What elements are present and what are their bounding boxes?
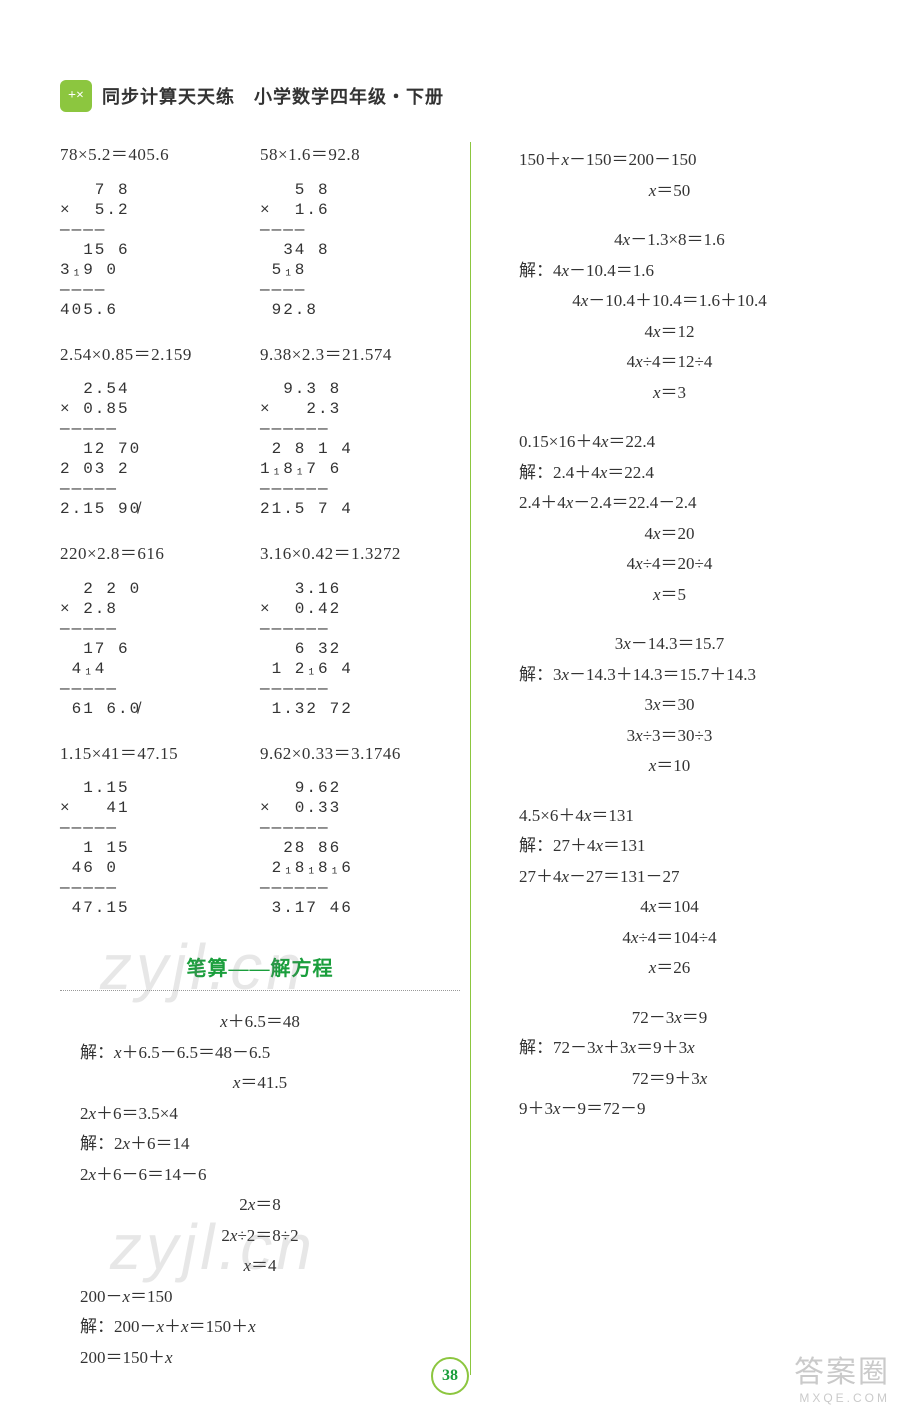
equation-step: 4.5×6＋4x＝131 xyxy=(519,803,840,829)
spacer xyxy=(499,208,840,222)
vertical-arithmetic: 9.3 8 × 2.3 ―――――― 2 8 1 4 1₁8₁7 6 ―――――… xyxy=(260,379,440,519)
vertical-arithmetic: 2.54 × 0.85 ――――― 12 70 2 03 2 ――――― 2.1… xyxy=(60,379,240,519)
header-icon-text: +× xyxy=(68,88,84,104)
equation-step: x＝5 xyxy=(499,582,840,608)
corner-big: 答案圈 xyxy=(794,1347,890,1391)
vertical-arithmetic: 9.62 × 0.33 ―――――― 28 86 2₁8₁8₁6 ―――――― … xyxy=(260,778,440,918)
equation-step: 2.4＋4x－2.4＝22.4－2.4 xyxy=(519,490,840,516)
equation-step: 解：72－3x＋3x＝9＋3x xyxy=(519,1035,840,1061)
calc-pair-eq-row: 220×2.8＝616 3.16×0.42＝1.3272 xyxy=(60,541,460,571)
equation-step: 4x－10.4＋10.4＝1.6＋10.4 xyxy=(499,288,840,314)
equation-heading: 78×5.2＝405.6 xyxy=(60,142,240,168)
equation-step: 3x＝30 xyxy=(499,692,840,718)
equation-step: 0.15×16＋4x＝22.4 xyxy=(519,429,840,455)
equation-step: x＋6.5＝48 xyxy=(60,1009,460,1035)
equation-step: 150＋x－150＝200－150 xyxy=(519,147,840,173)
calc-pair-vert-row: 7 8 × 5.2 ―――― 15 6 3₁9 0 ―――― 405.6 5 8… xyxy=(60,180,460,334)
vertical-arithmetic: 1.15 × 41 ――――― 1 15 46 0 ――――― 47.15 xyxy=(60,778,240,918)
equation-step: 4x÷4＝12÷4 xyxy=(499,349,840,375)
equation-step: 2x＝8 xyxy=(60,1192,460,1218)
equation-heading: 3.16×0.42＝1.3272 xyxy=(260,541,440,567)
equation-step: 解：200－x＋x＝150＋x xyxy=(80,1314,460,1340)
equation-heading: 220×2.8＝616 xyxy=(60,541,240,567)
equation-heading: 9.38×2.3＝21.574 xyxy=(260,342,440,368)
equation-step: 解：2x＋6＝14 xyxy=(80,1131,460,1157)
equation-step: 2x÷2＝8÷2 xyxy=(60,1223,460,1249)
equation-steps-right: 150＋x－150＝200－150 x＝50 4x－1.3×8＝1.6 解：4x－10… xyxy=(499,147,840,1122)
calc-pair-vert-row: 2.54 × 0.85 ――――― 12 70 2 03 2 ――――― 2.1… xyxy=(60,379,460,533)
equation-step: 解：3x－14.3＋14.3＝15.7＋14.3 xyxy=(519,662,840,688)
equation-step: x＝50 xyxy=(499,178,840,204)
equation-step: 200＝150＋x xyxy=(80,1345,460,1371)
page-number: 38 xyxy=(442,1367,458,1385)
equation-heading: 2.54×0.85＝2.159 xyxy=(60,342,240,368)
calc-pair-eq-row: 78×5.2＝405.6 58×1.6＝92.8 xyxy=(60,142,460,172)
equation-step: x＝3 xyxy=(499,380,840,406)
equation-step: 解：4x－10.4＝1.6 xyxy=(519,258,840,284)
equation-step: 72－3x＝9 xyxy=(499,1005,840,1031)
dotted-divider xyxy=(60,990,460,991)
equation-step: 2x＋6＝3.5×4 xyxy=(80,1101,460,1127)
equation-heading: 58×1.6＝92.8 xyxy=(260,142,440,168)
equation-step: x＝10 xyxy=(499,753,840,779)
equation-step: 解：x＋6.5－6.5＝48－6.5 xyxy=(80,1040,460,1066)
equation-step: 解：2.4＋4x＝22.4 xyxy=(519,460,840,486)
equation-step: x＝4 xyxy=(60,1253,460,1279)
content-columns: 78×5.2＝405.6 58×1.6＝92.8 7 8 × 5.2 ―――― 1… xyxy=(60,142,840,1375)
equation-step: 4x＝20 xyxy=(499,521,840,547)
equation-step: 4x＝104 xyxy=(499,894,840,920)
header-title: 同步计算天天练 小学数学四年级・下册 xyxy=(102,83,444,109)
equation-step: 3x－14.3＝15.7 xyxy=(499,631,840,657)
equation-step: 4x÷4＝20÷4 xyxy=(499,551,840,577)
equation-step: 4x＝12 xyxy=(499,319,840,345)
page: +× 同步计算天天练 小学数学四年级・下册 78×5.2＝405.6 58×1.6… xyxy=(0,0,900,1415)
corner-small: MXQE.COM xyxy=(794,1391,890,1405)
spacer xyxy=(499,784,840,798)
header-icon: +× xyxy=(60,80,92,112)
equation-step: 200－x＝150 xyxy=(80,1284,460,1310)
vertical-arithmetic: 2 2 0 × 2.8 ――――― 17 6 4₁4 ――――― 61 6.0̸ xyxy=(60,579,240,719)
calc-pair-eq-row: 1.15×41＝47.15 9.62×0.33＝3.1746 xyxy=(60,741,460,771)
vertical-arithmetic: 3.16 × 0.42 ―――――― 6 32 1 2₁6 4 ―――――― 1… xyxy=(260,579,440,719)
equation-steps-left: x＋6.5＝48 解：x＋6.5－6.5＝48－6.5 x＝41.5 2x＋6＝3.5… xyxy=(60,1009,460,1370)
equation-step: x＝41.5 xyxy=(60,1070,460,1096)
right-column: 150＋x－150＝200－150 x＝50 4x－1.3×8＝1.6 解：4x－10… xyxy=(470,142,840,1375)
spacer xyxy=(499,612,840,626)
equation-heading: 1.15×41＝47.15 xyxy=(60,741,240,767)
spacer xyxy=(499,410,840,424)
equation-step: 解：27＋4x＝131 xyxy=(519,833,840,859)
calc-pair-eq-row: 2.54×0.85＝2.159 9.38×2.3＝21.574 xyxy=(60,342,460,372)
calc-pair-vert-row: 2 2 0 × 2.8 ――――― 17 6 4₁4 ――――― 61 6.0̸… xyxy=(60,579,460,733)
equation-step: 4x－1.3×8＝1.6 xyxy=(499,227,840,253)
equation-step: 27＋4x－27＝131－27 xyxy=(519,864,840,890)
spacer xyxy=(499,986,840,1000)
equation-heading: 9.62×0.33＝3.1746 xyxy=(260,741,440,767)
vertical-arithmetic: 5 8 × 1.6 ―――― 34 8 5₁8 ―――― 92.8 xyxy=(260,180,440,320)
equation-step: 72＝9＋3x xyxy=(499,1066,840,1092)
equation-step: 3x÷3＝30÷3 xyxy=(499,723,840,749)
equation-step: 9＋3x－9＝72－9 xyxy=(519,1096,840,1122)
vertical-arithmetic: 7 8 × 5.2 ―――― 15 6 3₁9 0 ―――― 405.6 xyxy=(60,180,240,320)
page-number-badge: 38 xyxy=(431,1357,469,1395)
corner-watermark: 答案圈 MXQE.COM xyxy=(794,1347,890,1405)
page-header: +× 同步计算天天练 小学数学四年级・下册 xyxy=(60,80,840,112)
section-title-solve-equations: 笔算——解方程 xyxy=(60,954,460,984)
calc-pair-vert-row: 1.15 × 41 ――――― 1 15 46 0 ――――― 47.15 9.… xyxy=(60,778,460,932)
multiplication-worked-examples: 78×5.2＝405.6 58×1.6＝92.8 7 8 × 5.2 ―――― 1… xyxy=(60,142,460,932)
left-column: 78×5.2＝405.6 58×1.6＝92.8 7 8 × 5.2 ―――― 1… xyxy=(60,142,470,1375)
equation-step: 4x÷4＝104÷4 xyxy=(499,925,840,951)
equation-step: x＝26 xyxy=(499,955,840,981)
equation-step: 2x＋6－6＝14－6 xyxy=(80,1162,460,1188)
